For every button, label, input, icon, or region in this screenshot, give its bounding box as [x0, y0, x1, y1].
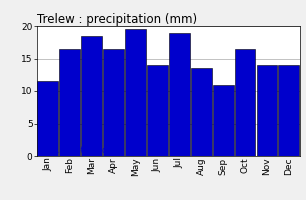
Bar — [213, 84, 233, 156]
Bar — [256, 65, 278, 156]
Bar — [103, 49, 124, 156]
Bar — [191, 68, 212, 156]
Bar — [59, 49, 80, 156]
Bar — [81, 36, 102, 156]
Bar — [37, 81, 58, 156]
Bar — [278, 65, 299, 156]
Bar — [169, 32, 190, 156]
Text: Trelew : precipitation (mm): Trelew : precipitation (mm) — [37, 13, 197, 26]
Bar — [125, 29, 146, 156]
Bar — [235, 49, 256, 156]
Bar — [147, 65, 168, 156]
Text: www.allmetsat.com: www.allmetsat.com — [39, 146, 114, 155]
